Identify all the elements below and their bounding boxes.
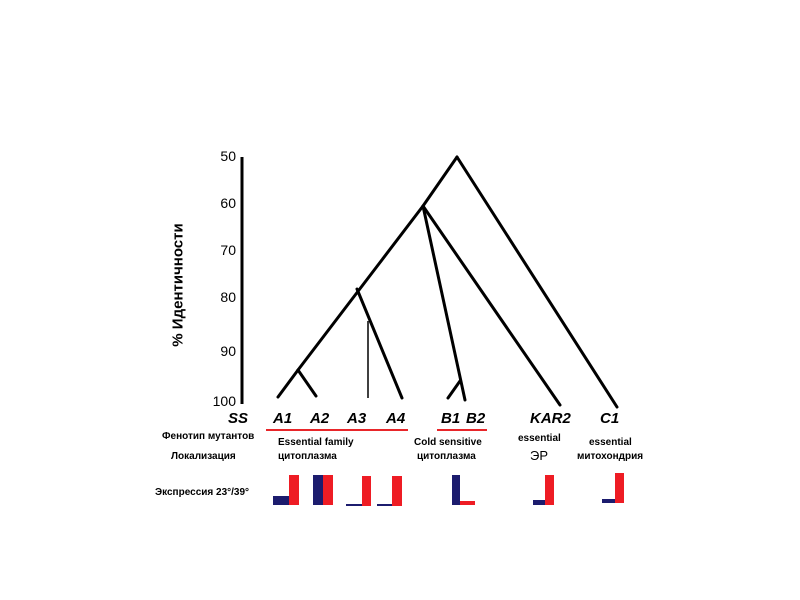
- bar-23-a4: [377, 504, 392, 506]
- axis-label: % Идентичности: [169, 223, 187, 347]
- tick-label-100: 100: [212, 393, 236, 409]
- bar-39-a2: [323, 475, 333, 505]
- branch-a4: [355, 287, 404, 400]
- expression-a3: [346, 476, 371, 506]
- expression-b1b2: [452, 475, 475, 505]
- expression-c1: [602, 473, 624, 503]
- bar-39-kar2: [545, 475, 554, 505]
- branch-node60-to-b: [421, 204, 467, 402]
- bar-39-a4: [392, 476, 402, 506]
- c1-localization: митохондрия: [577, 451, 644, 462]
- bar-23-a2: [313, 475, 323, 505]
- tick-label-80: 80: [220, 289, 236, 305]
- leaf-label-a4: A4: [386, 410, 406, 427]
- branch-a1: [276, 368, 300, 399]
- leaf-label-a3: A3: [347, 410, 367, 427]
- branch-root-to-node60: [421, 155, 459, 208]
- bar-39-a1: [289, 475, 299, 505]
- branch-b1: [446, 379, 462, 400]
- tree-branches: [276, 155, 619, 409]
- leaf-label-ss: SS: [228, 410, 249, 427]
- branch-root-to-c1: [455, 155, 619, 409]
- branch-a2: [296, 368, 318, 398]
- leaf-label-kar2: KAR2: [530, 410, 571, 427]
- bar-23-b1b2: [452, 475, 460, 505]
- leaf-label-b1: B1: [441, 410, 461, 427]
- group-a-phenotype: Essential family: [278, 437, 354, 448]
- bar-39-b1b2: [460, 501, 475, 505]
- leaf-label-a2: A2: [310, 410, 330, 427]
- kar2-phenotype: essential: [518, 433, 561, 444]
- kar2-localization: ЭР: [530, 448, 549, 463]
- leaf-label-b2: B2: [466, 410, 486, 427]
- expression-kar2: [533, 475, 554, 505]
- leaf-label-a1: A1: [273, 410, 293, 427]
- tick-label-60: 60: [220, 195, 236, 211]
- group-a-localization: цитоплазма: [278, 451, 337, 462]
- row-label-localization: Локализация: [171, 451, 236, 462]
- tick-label-90: 90: [220, 343, 236, 359]
- bar-23-c1: [602, 499, 615, 503]
- tick-label-50: 50: [220, 148, 236, 164]
- branch-node60-to-node80: [296, 204, 425, 372]
- row-label-expression: Экспрессия 23°/39°: [155, 487, 250, 498]
- c1-phenotype: essential: [589, 437, 632, 448]
- bar-39-c1: [615, 473, 624, 503]
- bar-23-a3: [346, 504, 362, 506]
- expression-a2: [313, 475, 333, 505]
- leaf-label-c1: C1: [600, 410, 620, 427]
- branch-node60-to-kar2: [421, 204, 562, 407]
- expression-bars: [273, 473, 624, 506]
- group-b-phenotype: Cold sensitive: [414, 437, 482, 448]
- group-b-localization: цитоплазма: [417, 451, 476, 462]
- bar-23-kar2: [533, 500, 545, 505]
- bar-39-a3: [362, 476, 371, 506]
- expression-a1: [273, 475, 299, 505]
- expression-a4: [377, 476, 402, 506]
- tick-label-70: 70: [220, 242, 236, 258]
- bar-23-a1: [273, 496, 289, 505]
- row-label-phenotype: Фенотип мутантов: [162, 431, 255, 442]
